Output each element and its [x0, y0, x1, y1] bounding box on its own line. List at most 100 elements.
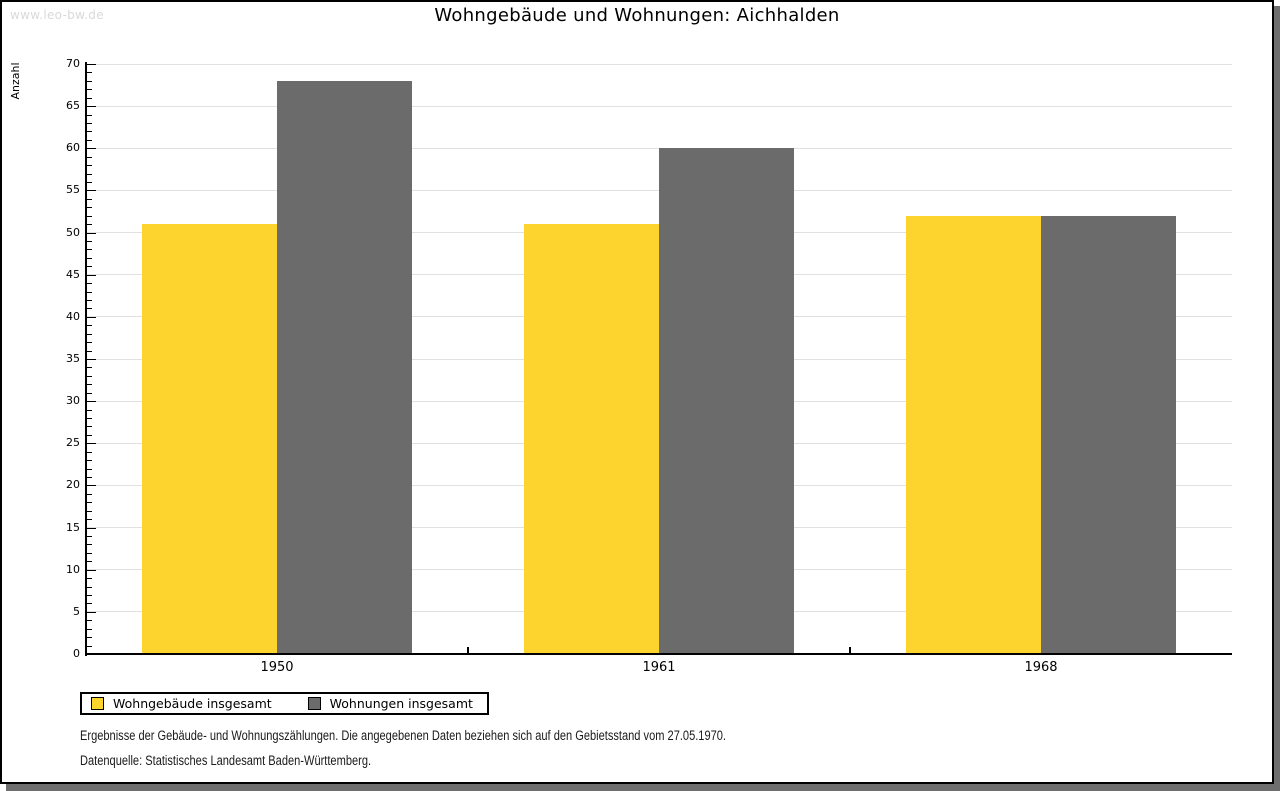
frame-shadow-bottom: [6, 784, 1280, 791]
y-axis-major-tick: [87, 106, 96, 108]
x-axis-label-1950: 1950: [260, 660, 294, 675]
y-axis-minor-tick: [87, 367, 92, 369]
y-axis-minor-tick: [87, 325, 92, 327]
y-axis-major-tick: [87, 527, 96, 529]
legend-label: Wohngebäude insgesamt: [113, 696, 272, 711]
bar-1968-series1: [1041, 215, 1176, 654]
legend-item-wohnungen: Wohnungen insgesamt: [307, 696, 473, 711]
y-axis-major-tick: [87, 190, 96, 192]
y-axis-major-tick: [87, 401, 96, 403]
plot-area: 1950 1961 1968 0 5 10 15 20 25 30 35 40 45 50 55 60 65 70: [2, 2, 1272, 782]
y-axis-tick-label: 15: [66, 520, 80, 534]
y-axis-minor-tick: [87, 375, 92, 377]
y-axis-tick-label: 25: [66, 436, 80, 450]
y-axis-minor-tick: [87, 198, 92, 200]
watermark-url: www.leo-bw.de: [10, 8, 104, 22]
y-axis-minor-tick: [87, 477, 92, 478]
footnote-source-note: Ergebnisse der Gebäude- und Wohnungszähl…: [80, 728, 727, 743]
gridline: [86, 105, 1232, 107]
y-axis-tick-label: 60: [66, 141, 80, 155]
y-axis-minor-tick: [87, 207, 92, 209]
y-axis-minor-tick: [87, 89, 92, 91]
y-axis-minor-tick: [87, 595, 92, 596]
y-axis-minor-tick: [87, 300, 92, 301]
y-axis-minor-tick: [87, 97, 92, 99]
y-axis-minor-tick: [87, 434, 92, 436]
y-axis-major-tick: [87, 148, 96, 150]
y-axis-minor-tick: [87, 249, 92, 251]
y-axis-minor-tick: [87, 603, 92, 605]
footnote-data-source: Datenquelle: Statistisches Landesamt Bad…: [80, 753, 372, 768]
y-axis-major-tick: [87, 485, 96, 487]
y-axis-tick-label: 55: [66, 183, 80, 197]
y-axis-minor-tick: [87, 586, 92, 588]
y-axis-major-tick: [87, 569, 96, 571]
y-axis-minor-tick: [87, 241, 92, 242]
y-axis-minor-tick: [87, 468, 92, 470]
chart-title: Wohngebäude und Wohnungen: Aichhalden: [434, 5, 840, 26]
y-axis-minor-tick: [87, 165, 92, 167]
y-axis-major-tick: [87, 359, 96, 360]
y-axis-minor-tick: [87, 460, 92, 462]
x-axis-tick: [849, 647, 851, 654]
y-axis-minor-tick: [87, 123, 92, 124]
y-axis-minor-tick: [87, 637, 92, 639]
y-axis-minor-tick: [87, 257, 92, 259]
y-axis-tick-label: 50: [66, 225, 80, 239]
y-axis-tick-label: 70: [66, 57, 80, 70]
y-axis-line: [85, 62, 87, 656]
y-axis-minor-tick: [87, 519, 92, 521]
y-axis-minor-tick: [87, 418, 92, 419]
y-axis-minor-tick: [87, 502, 92, 504]
y-axis-minor-tick: [87, 266, 92, 268]
x-axis-tick: [467, 647, 469, 654]
y-axis-minor-tick: [87, 409, 92, 411]
y-axis-minor-tick: [87, 224, 92, 226]
y-axis-major-tick: [87, 232, 96, 234]
y-axis-tick-label: 35: [66, 352, 80, 365]
legend-swatch-gray: [307, 697, 321, 710]
bar-1961-series1: [659, 148, 794, 654]
y-axis-minor-tick: [87, 173, 92, 175]
y-axis-minor-tick: [87, 544, 92, 546]
y-axis-minor-tick: [87, 620, 92, 622]
y-axis-minor-tick: [87, 645, 92, 647]
frame-shadow-right: [1274, 6, 1280, 791]
y-axis-minor-tick: [87, 426, 92, 428]
x-axis-label-1961: 1961: [642, 660, 676, 675]
x-axis-line: [86, 653, 1232, 655]
y-axis-minor-tick: [87, 215, 92, 217]
y-axis-minor-tick: [87, 578, 92, 580]
y-axis-tick-label: 0: [73, 647, 80, 660]
y-axis-minor-tick: [87, 80, 92, 82]
y-axis-major-tick: [87, 611, 96, 613]
y-axis-minor-tick: [87, 139, 92, 141]
y-axis-minor-tick: [87, 510, 92, 512]
y-axis-minor-tick: [87, 333, 92, 335]
y-axis-minor-tick: [87, 156, 92, 158]
bar-1968-series0: [906, 215, 1041, 654]
y-axis-minor-tick: [87, 493, 92, 495]
y-axis-tick-label: 45: [66, 267, 80, 281]
y-axis-minor-tick: [87, 182, 92, 183]
y-axis-minor-tick: [87, 72, 92, 74]
legend-swatch-yellow: [91, 697, 104, 710]
y-axis-minor-tick: [87, 350, 92, 352]
x-axis-label-1968: 1968: [1024, 660, 1058, 675]
y-axis-tick-label: 20: [66, 478, 80, 492]
y-axis-minor-tick: [87, 114, 92, 116]
y-axis-minor-tick: [87, 291, 92, 293]
y-axis-major-tick: [87, 316, 96, 318]
gridline: [86, 63, 1232, 65]
y-axis-tick-label: 5: [73, 604, 80, 618]
y-axis-tick-label: 10: [66, 562, 80, 576]
y-axis-minor-tick: [87, 131, 92, 133]
y-axis-tick-label: 65: [66, 99, 80, 113]
y-axis-major-tick: [87, 443, 96, 445]
bar-1950-series1: [277, 80, 412, 654]
bar-1961-series0: [524, 224, 659, 654]
y-axis-tick-label: 40: [66, 309, 80, 323]
y-axis-minor-tick: [87, 536, 92, 537]
y-axis-minor-tick: [87, 392, 92, 394]
